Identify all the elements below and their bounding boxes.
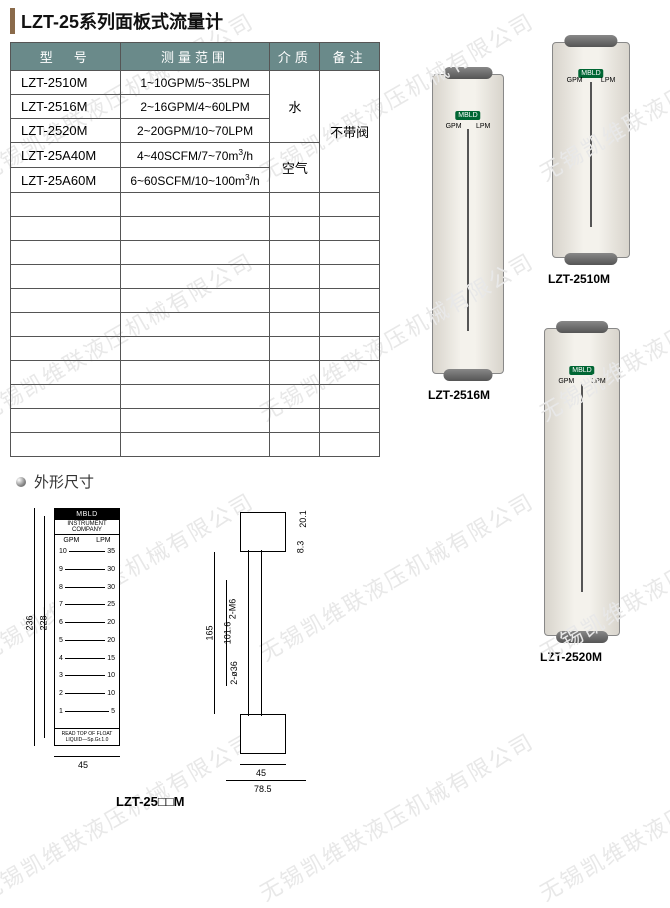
unit-right: LPM [96, 537, 110, 544]
table-row: LZT-25A60M [11, 168, 121, 193]
spec-table: 型 号 测量范围 介质 备注 LZT-2510M1~10GPM/5~35LPM水… [10, 42, 380, 457]
unit-left: GPM [63, 537, 79, 544]
table-row [11, 241, 121, 265]
dim-side-view: 20.1 8.3 165 101.6 2-M6 2-ø36 45 78.5 [226, 508, 326, 758]
dim-h-outer: 236 [25, 615, 35, 630]
medium-water: 水 [270, 71, 320, 143]
scale-foot: READ TOP OF FLOATLIQUID—Sp.Gr.1.0 [55, 728, 119, 743]
table-row [11, 265, 121, 289]
table-row [11, 313, 121, 337]
table-row [11, 409, 121, 433]
dim-conn-h: 8.3 [295, 541, 305, 554]
medium-air: 空气 [270, 143, 320, 193]
table-row [11, 433, 121, 457]
dim-w-side: 45 [256, 768, 266, 778]
brand-badge: MBLD [55, 509, 119, 520]
dim-bolt: 2-ø36 [229, 661, 239, 685]
table-row: LZT-2516M [11, 95, 121, 119]
dim-h-inner: 228 [39, 615, 49, 630]
table-row [11, 193, 121, 217]
table-row: LZT-25A40M [11, 143, 121, 168]
model-code: LZT-25□□M [116, 794, 184, 809]
table-row [11, 217, 121, 241]
dimension-drawing: MBLD INSTRUMENTCOMPANY GPM LPM 103593083… [16, 498, 396, 808]
col-medium: 介质 [270, 43, 320, 71]
col-range: 测量范围 [120, 43, 270, 71]
table-row [11, 385, 121, 409]
table-row: LZT-2510M [11, 71, 121, 95]
dim-front-view: MBLD INSTRUMENTCOMPANY GPM LPM 103593083… [54, 508, 120, 746]
dim-side-inner: 101.6 [222, 622, 232, 645]
section-dimension-label: 外形尺寸 [34, 471, 94, 492]
table-row [11, 289, 121, 313]
table-row [11, 361, 121, 385]
col-remark: 备注 [320, 43, 380, 71]
brand-sub: INSTRUMENTCOMPANY [55, 520, 119, 535]
bullet-icon [16, 477, 26, 487]
table-row: LZT-2520M [11, 119, 121, 143]
dim-thread: 2-M6 [227, 599, 237, 620]
remark: 不带阀 [320, 71, 380, 193]
dim-side-h: 165 [205, 625, 215, 640]
col-model: 型 号 [11, 43, 121, 71]
dim-w-front: 45 [78, 760, 88, 770]
dim-conn-top: 20.1 [298, 510, 308, 528]
table-row [11, 337, 121, 361]
dim-w-total: 78.5 [254, 784, 272, 794]
title-bar: LZT-25系列面板式流量计 [10, 8, 660, 34]
section-dimension: 外形尺寸 [16, 471, 660, 492]
page-title: LZT-25系列面板式流量计 [21, 12, 223, 32]
